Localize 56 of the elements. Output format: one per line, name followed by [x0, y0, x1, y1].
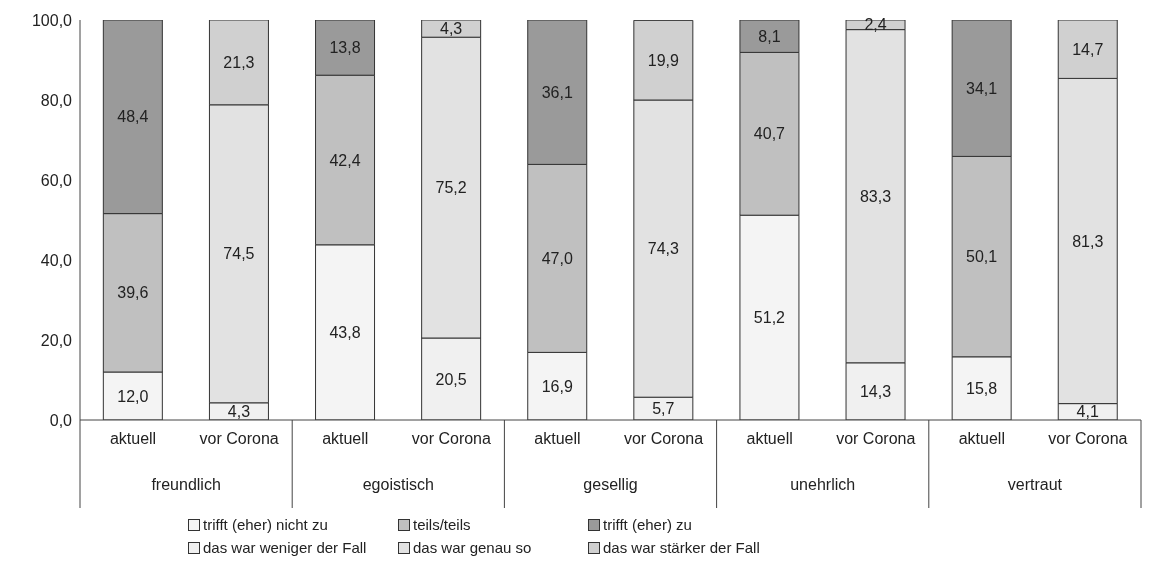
data-label: 14,3: [859, 382, 892, 400]
data-label: 16,9: [541, 377, 573, 395]
text: freundlich: [151, 476, 221, 493]
y-tick-label: 100,0: [31, 11, 73, 29]
text: egoistisch: [362, 476, 434, 493]
y-tick-label: 0,0: [49, 411, 73, 429]
data-label: 4,3: [440, 20, 463, 38]
text: unehrlich: [790, 476, 856, 493]
data-label: 43,8: [329, 323, 361, 341]
data-label: 13,8: [329, 39, 361, 57]
data-label: 48,4: [117, 108, 149, 126]
data-label: 42,4: [329, 151, 361, 169]
legend-label: trifft (eher) nicht zu: [203, 516, 328, 533]
data-label: 21,3: [223, 53, 255, 71]
x-tick-label: aktuell: [109, 430, 157, 447]
data-label: 75,2: [435, 179, 467, 197]
x-tick-label: aktuell: [958, 430, 1005, 447]
data-label: 20,5: [435, 370, 467, 388]
data-label: 12,0: [117, 387, 149, 405]
data-label: 40,7: [753, 125, 786, 143]
x-tick-label: vor Corona: [623, 430, 704, 447]
text: gesellig: [583, 476, 638, 493]
x-tick-label: vor Corona: [411, 430, 492, 447]
data-label: 36,1: [541, 83, 573, 101]
data-label: 50,1: [966, 248, 998, 266]
legend-label: das war genau so: [413, 539, 532, 556]
data-label: 8,1: [758, 27, 781, 45]
data-label: 47,0: [541, 249, 573, 267]
y-tick-label: 40,0: [40, 251, 73, 269]
data-label: 51,2: [753, 309, 786, 327]
x-tick-label: vor Corona: [836, 430, 916, 447]
data-label: 5,7: [652, 400, 675, 418]
data-label: 74,3: [647, 240, 680, 258]
data-label: 74,5: [223, 245, 255, 263]
data-label: 4,3: [227, 402, 251, 420]
data-label: 14,7: [1072, 40, 1104, 58]
x-tick-label: aktuell: [746, 430, 793, 447]
x-tick-label: aktuell: [534, 430, 581, 447]
y-tick-label: 60,0: [40, 171, 73, 189]
data-label: 81,3: [1072, 232, 1104, 250]
text: vertraut: [1007, 476, 1063, 493]
x-tick-label: vor Corona: [199, 430, 279, 447]
legend-label: teils/teils: [413, 516, 471, 533]
data-label: 83,3: [859, 187, 892, 205]
legend-label: trifft (eher) zu: [603, 516, 692, 533]
legend-label: das war stärker der Fall: [603, 539, 760, 556]
data-label: 34,1: [966, 79, 998, 97]
x-tick-label: vor Corona: [1048, 430, 1128, 447]
y-tick-label: 80,0: [40, 91, 73, 109]
data-label: 39,6: [117, 284, 149, 302]
data-label: 15,8: [966, 379, 998, 397]
data-label: 4,1: [1076, 403, 1099, 421]
y-tick-label: 20,0: [40, 331, 73, 349]
data-label: 19,9: [647, 51, 680, 69]
x-tick-label: aktuell: [322, 430, 369, 447]
legend-label: das war weniger der Fall: [203, 539, 367, 556]
